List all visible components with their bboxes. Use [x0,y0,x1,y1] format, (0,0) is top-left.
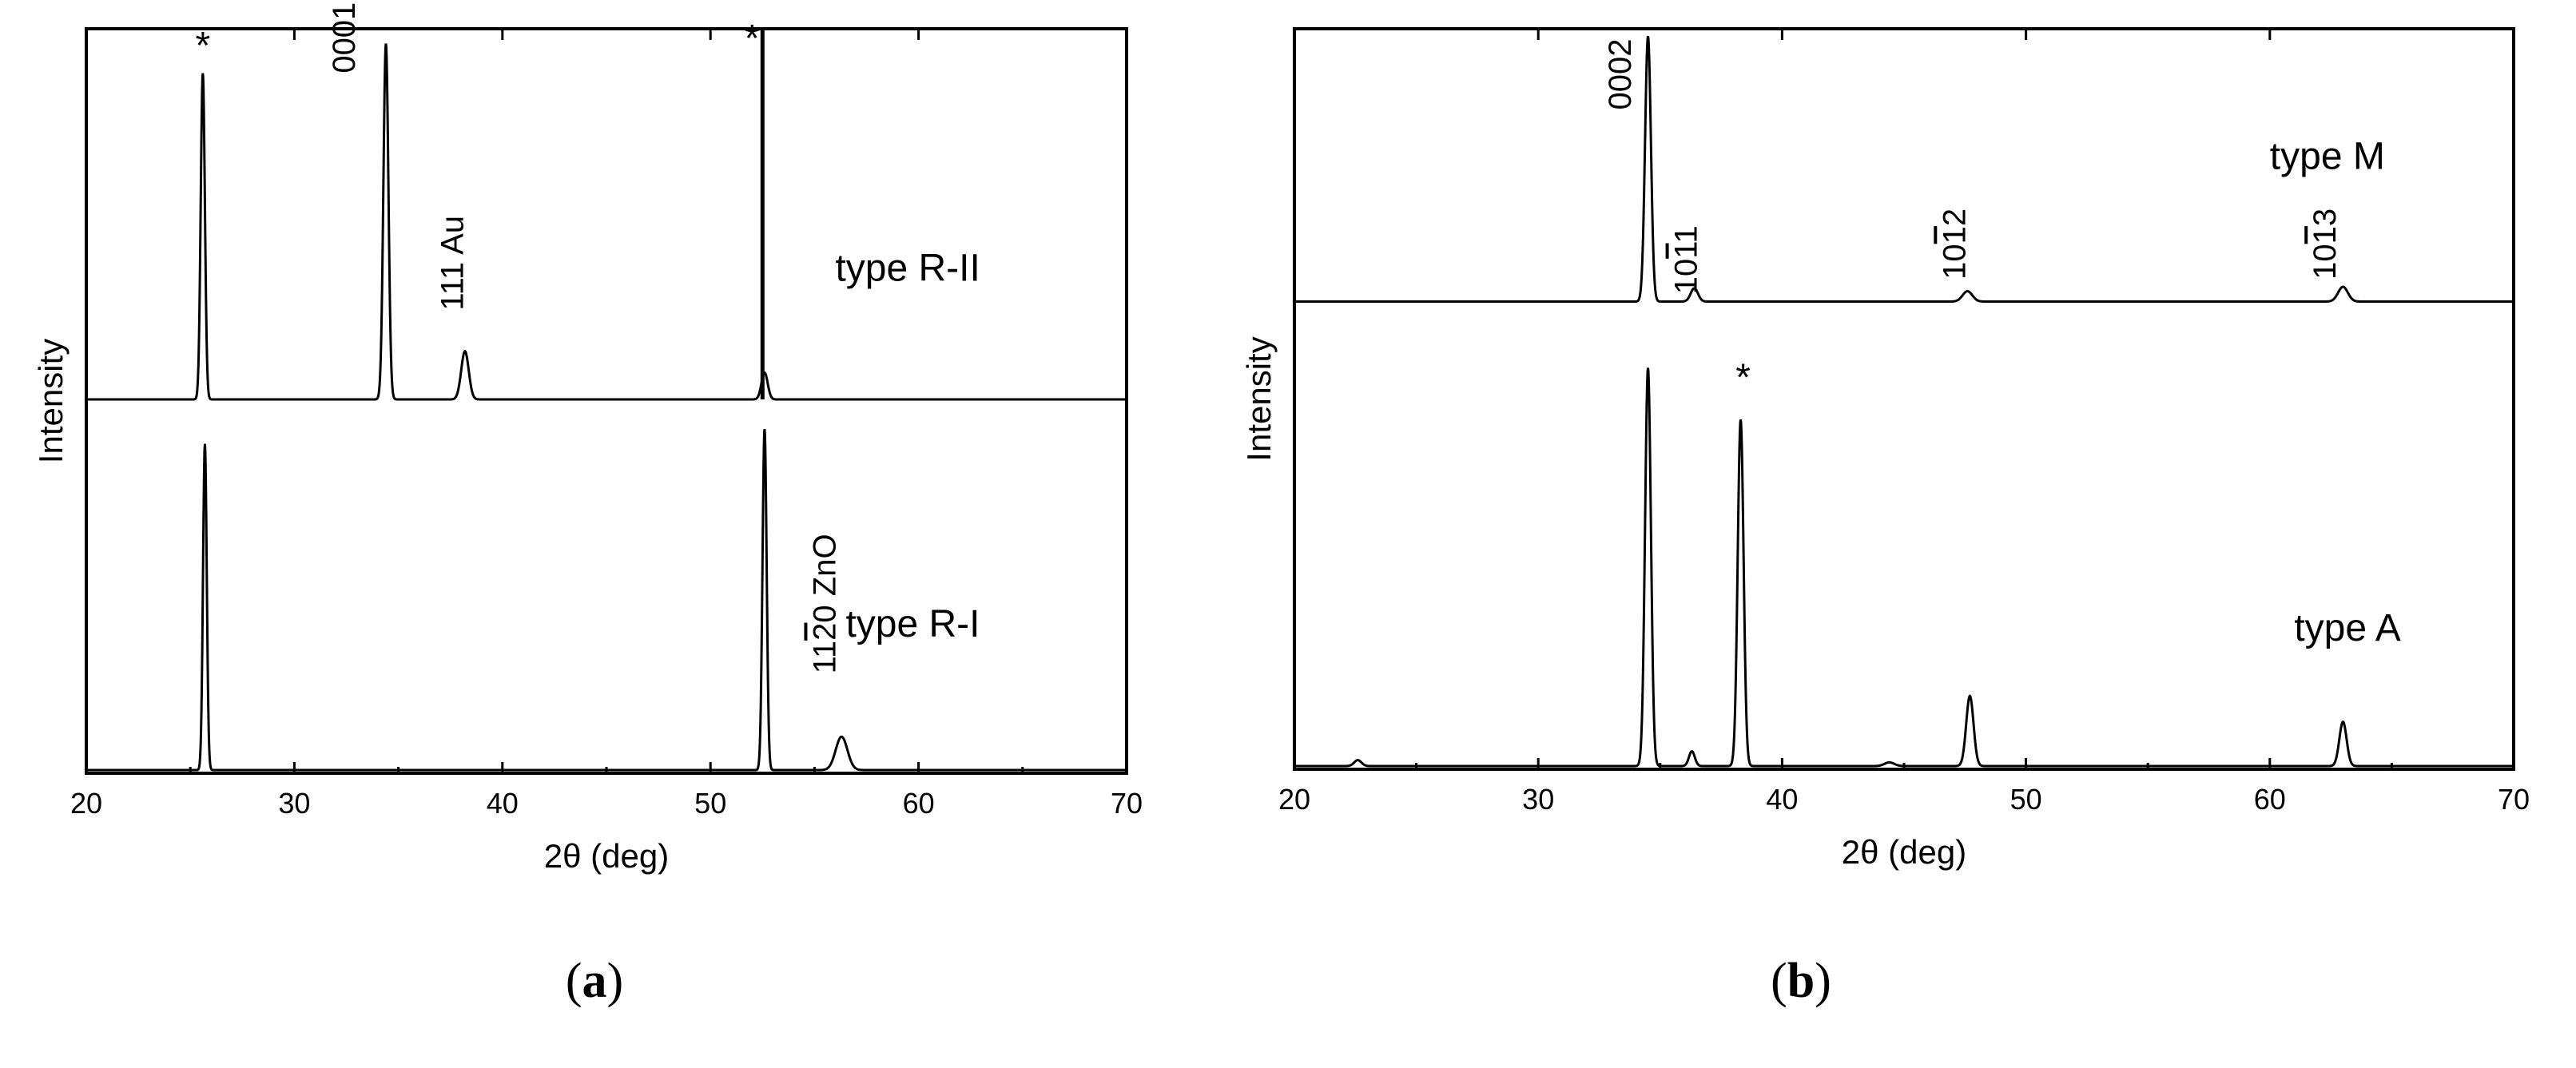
x-tick-label: 40 [487,787,519,820]
substrate-marker: * [195,25,210,67]
peak-label: 1013 [2308,208,2343,280]
chart-panel-a: 20 30 40 50 60 70 2θ (deg) Intensity * * 0001 ZnO 1… [32,0,1143,1008]
y-axis-label: Intensity [1240,336,1278,461]
series-line-type-r-ii [86,43,1127,401]
series-label: type R-I [845,603,980,645]
x-tick-label: 40 [1766,783,1798,816]
x-tick-label: 50 [2010,783,2042,816]
series-label: type M [2270,135,2385,177]
peak-label: 0001 ZnO [327,0,362,73]
peak-label: 1012 [1937,208,1972,280]
y-axis-label: Intensity [32,339,70,463]
peak-label: 0002 [1603,39,1638,110]
x-tick-label: 30 [1522,783,1554,816]
x-tick-label: 60 [903,787,935,820]
substrate-marker: * [745,18,760,60]
plot-frame [85,27,1128,775]
x-tick-label: 20 [1278,783,1310,816]
x-tick-label: 70 [2498,783,2530,816]
peak-label: 1011 [1669,225,1704,294]
x-tick-label: 30 [278,787,310,820]
peak-label: 1120 ZnO [807,534,842,673]
series-label: type A [2294,607,2400,649]
panel-caption: (b) [1771,954,1831,1008]
panel-caption: (a) [566,954,623,1008]
series-label: type R-II [835,248,980,290]
x-axis-label: 2θ (deg) [1842,833,1966,871]
x-tick-label: 60 [2254,783,2286,816]
series-line-type-r-i [86,429,1127,772]
substrate-marker: * [1735,356,1751,399]
x-axis-label: 2θ (deg) [544,837,669,875]
x-tick-label: 20 [70,787,102,820]
series-line-type-a [1294,367,2514,768]
x-tick-label: 70 [1111,787,1143,820]
series-line-type-m [1294,35,2514,304]
chart-panel-b: 20 30 40 50 60 70 2θ (deg) Intensity * 0002 1011 10… [1240,27,2530,1008]
peak-label: 111 Au [435,216,470,311]
x-tick-label: 50 [694,787,726,820]
